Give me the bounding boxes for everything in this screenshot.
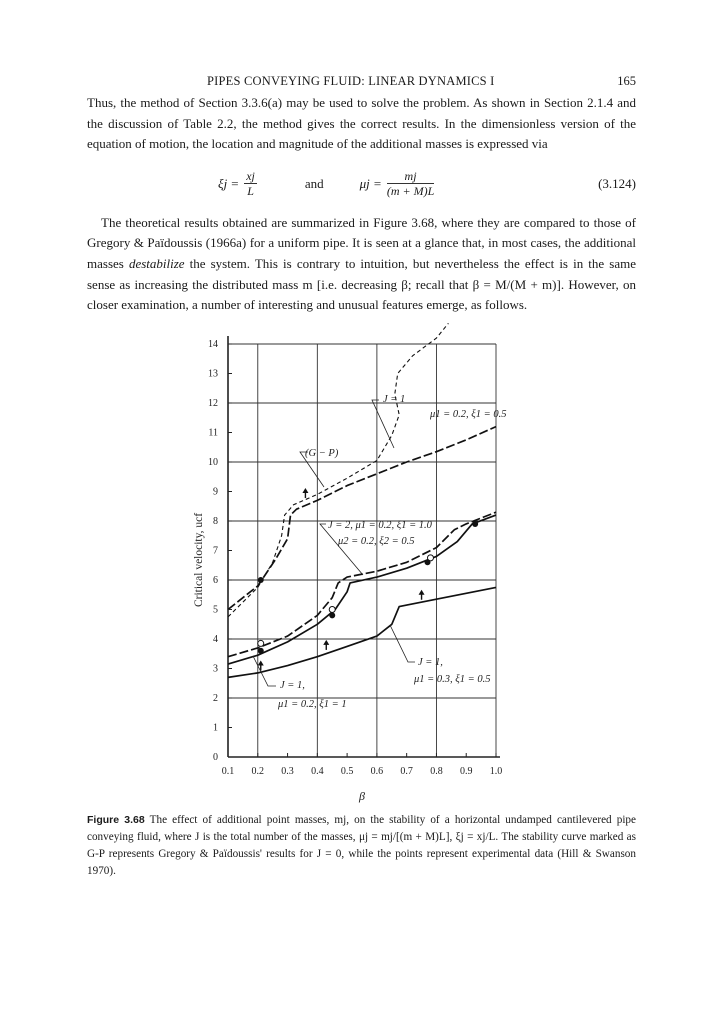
eq-and: and <box>304 175 324 191</box>
leader-j2 <box>319 523 364 576</box>
x-tick-label: 0.4 <box>311 766 324 777</box>
eq-den: (m + M)L <box>386 184 435 199</box>
experimental-point-filled <box>424 559 431 566</box>
annotation-j1-mu02-xi05-l1: J = 1 <box>383 394 405 405</box>
curve-series-2 <box>227 511 497 658</box>
text: The theoretical results obtained are sum… <box>87 214 636 271</box>
experimental-point-open <box>257 639 265 647</box>
x-tick-label: 0.7 <box>400 766 413 777</box>
y-tick-label: 4 <box>213 634 218 645</box>
x-tick-label: 0.8 <box>430 766 443 777</box>
figure-caption: Figure 3.68 The effect of additional poi… <box>87 812 636 880</box>
paragraph-1: Thus, the method of Section 3.3.6(a) may… <box>87 95 636 152</box>
y-tick-label: 13 <box>208 368 218 379</box>
y-tick-label: 3 <box>213 663 218 674</box>
x-axis-label: β <box>358 789 365 803</box>
leader-j1-mu03 <box>389 624 415 663</box>
running-header: PIPES CONVEYING FLUID: LINEAR DYNAMICS I… <box>87 74 636 93</box>
y-tick-label: 8 <box>213 516 218 527</box>
y-tick-label: 0 <box>213 752 218 763</box>
curve-series-0 <box>227 322 449 618</box>
x-tick-label: 0.1 <box>222 766 235 777</box>
figure-3-68-chart: 0.1 0.2 0.3 0.4 0.5 0.6 0.7 0.8 0.9 1.00123456789… <box>193 322 506 803</box>
annotation-j2-l1: J = 2, μ1 = 0.2, ξ1 = 1.0 <box>328 520 433 531</box>
y-tick-label: 12 <box>208 398 218 409</box>
arrow-up-icon <box>257 660 264 666</box>
leader-j1-mu02-xi05 <box>371 399 395 448</box>
x-tick-label: 0.9 <box>460 766 473 777</box>
caption-label: Figure 3.68 <box>87 813 145 826</box>
x-tick-label: 0.3 <box>281 766 294 777</box>
y-tick-label: 14 <box>208 339 218 350</box>
x-tick-label: 0.2 <box>252 766 265 777</box>
caption-text: The effect of additional point masses, m… <box>87 813 636 877</box>
x-tick-label: 1.0 <box>490 766 503 777</box>
y-tick-label: 10 <box>208 457 218 468</box>
experimental-point-filled <box>329 612 336 619</box>
page-column: PIPES CONVEYING FLUID: LINEAR DYNAMICS I… <box>87 74 636 880</box>
arrow-up-icon <box>418 589 425 595</box>
y-tick-label: 7 <box>213 545 218 556</box>
annotation-j1-mu03-l2: μ1 = 0.3, ξ1 = 0.5 <box>413 674 490 685</box>
y-tick-label: 1 <box>213 722 218 733</box>
arrow-up-icon <box>323 639 330 645</box>
y-tick-label: 2 <box>213 693 218 704</box>
experimental-point-filled <box>472 520 479 527</box>
experimental-point-filled <box>257 647 264 654</box>
eq-den: L <box>247 184 254 199</box>
running-title: PIPES CONVEYING FLUID: LINEAR DYNAMICS I <box>207 74 495 88</box>
y-axis-label: Critical velocity, ucf <box>193 513 205 607</box>
eq-num: xj <box>244 169 257 185</box>
annotation-j1-mu03-l1: J = 1, <box>418 657 443 668</box>
curve-series-3 <box>227 514 497 665</box>
y-tick-label: 11 <box>208 427 218 438</box>
eq-number: (3.124) <box>598 175 636 191</box>
x-tick-label: 0.6 <box>371 766 384 777</box>
paragraph-2: The theoretical results obtained are sum… <box>87 213 636 316</box>
leader-gp <box>299 451 325 487</box>
eq-num: mj <box>386 169 435 185</box>
page-number: 165 <box>617 74 636 88</box>
eq-frac-xi: xj L <box>244 169 257 198</box>
experimental-point-filled <box>257 576 264 583</box>
equation-3-124: ξj = xj L and μj = mj (m + M)L (3.124) <box>87 165 636 203</box>
y-tick-label: 6 <box>213 575 218 586</box>
annotation-gp: (G − P) <box>305 448 339 459</box>
figure-3-68: 0.1 0.2 0.3 0.4 0.5 0.6 0.7 0.8 0.9 1.0 0 1 2 3 4 5 6 7 8 9… <box>87 320 636 810</box>
y-tick-label: 5 <box>213 604 218 615</box>
curve-series-1 <box>227 425 497 610</box>
annotation-j1-mu02-xi05-l2: μ1 = 0.2, ξ1 = 0.5 <box>429 409 506 420</box>
y-tick-label: 9 <box>213 486 218 497</box>
emphasis: destabilize <box>128 255 185 271</box>
annotation-j2-l2: μ2 = 0.2, ξ2 = 0.5 <box>337 536 414 547</box>
eq-frac-mu: mj (m + M)L <box>386 169 435 199</box>
curve-series-4 <box>227 586 497 678</box>
arrow-up-icon <box>302 487 309 493</box>
annotation-j1-mu02-xi1-l1: J = 1, <box>280 680 305 691</box>
experimental-point-open <box>328 605 336 613</box>
experimental-point-open <box>426 554 434 562</box>
leader-j1-mu02-xi1 <box>252 655 276 687</box>
eq-lhs-mu: μj = <box>359 175 382 191</box>
annotation-j1-mu02-xi1-l2: μ1 = 0.2, ξ1 = 1 <box>277 699 347 710</box>
text: the system. This is contrary to intuitio… <box>87 255 636 313</box>
eq-lhs-xi: ξj = <box>218 175 240 191</box>
x-tick-label: 0.5 <box>341 766 354 777</box>
